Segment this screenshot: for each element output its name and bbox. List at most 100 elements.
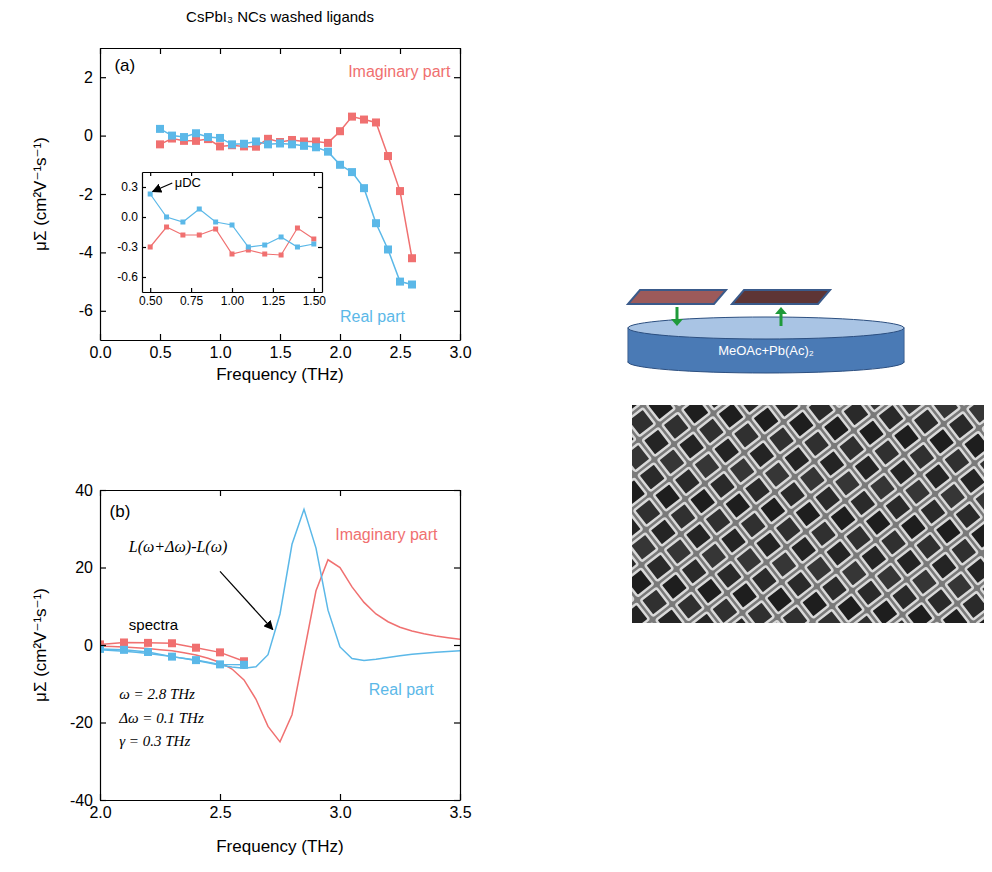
annotation: Δω = 0.1 THz <box>118 710 204 726</box>
tick: 0.0 <box>121 210 146 224</box>
marker <box>156 125 164 133</box>
tick: 0.5 <box>149 334 171 361</box>
dish-label: MeOAc+Pb(Ac)₂ <box>718 343 814 358</box>
marker <box>384 245 392 253</box>
tick: 1.25 <box>262 288 286 308</box>
tick-mark <box>100 490 106 491</box>
marker <box>120 646 128 654</box>
micrograph-background <box>632 405 984 623</box>
marker <box>288 140 296 148</box>
marker <box>192 137 200 145</box>
series-line <box>150 227 314 255</box>
tick <box>340 48 341 54</box>
tick: 2.5 <box>389 334 411 361</box>
tick-label: 0 <box>84 127 93 144</box>
tick-mark <box>400 48 401 54</box>
tick-mark <box>454 645 460 646</box>
tick-label: 0.0 <box>121 210 138 224</box>
tick-mark <box>100 722 106 723</box>
dip-arrow-head <box>775 307 787 314</box>
dip-arrow <box>780 313 783 326</box>
series-line <box>100 509 460 668</box>
tick-label: 3.0 <box>449 344 471 361</box>
tick-mark <box>100 800 106 801</box>
tick <box>160 48 161 54</box>
marker <box>228 141 236 149</box>
tick <box>454 252 460 253</box>
annotation: Imaginary part <box>335 526 438 543</box>
axis: 0.500.751.001.251.50 <box>139 288 326 308</box>
tick <box>318 217 322 218</box>
marker <box>396 187 404 195</box>
axis <box>143 172 323 176</box>
tick: -2 <box>79 186 106 203</box>
marker <box>262 252 267 257</box>
tick-mark <box>454 252 460 253</box>
tick-mark <box>340 794 341 800</box>
micrograph-grid <box>632 405 984 623</box>
axis <box>101 48 461 54</box>
nanocrystal <box>978 451 984 479</box>
panel-a-inset: 0.500.751.001.251.500.30.0-0.3-0.6μDC <box>117 172 326 308</box>
tick <box>273 172 274 176</box>
marker <box>348 113 356 121</box>
marker <box>216 142 224 150</box>
axis <box>318 173 323 293</box>
nanocrystal <box>963 432 984 460</box>
marker <box>324 139 332 147</box>
tick-mark <box>314 288 315 292</box>
tick: -40 <box>70 792 106 809</box>
tick-mark <box>454 77 460 78</box>
marker <box>144 648 152 656</box>
annotation: γ = 0.3 THz <box>119 733 190 749</box>
tick: 40 <box>75 482 106 499</box>
marker <box>197 233 202 238</box>
plot-background <box>100 490 460 800</box>
tick-mark <box>100 311 106 312</box>
plot-background <box>142 172 322 292</box>
figure: 0.00.51.01.52.02.53.0-6-4-202Frequency (… <box>0 0 992 872</box>
nanocrystal <box>974 486 984 514</box>
nanocrystal <box>965 557 984 585</box>
tick-mark <box>318 187 322 188</box>
y-axis-title: μΣ (cm²V⁻¹s⁻¹) <box>31 137 50 251</box>
tick-mark <box>100 567 106 568</box>
tick-mark <box>220 794 221 800</box>
tick <box>454 77 460 78</box>
marker <box>230 252 235 257</box>
tick-mark <box>454 311 460 312</box>
micrograph <box>303 9 992 872</box>
marker <box>408 281 416 289</box>
tick: 0 <box>84 127 106 144</box>
tick-label: 2.5 <box>389 344 411 361</box>
marker <box>311 237 316 242</box>
tick-mark <box>454 194 460 195</box>
axis <box>454 49 461 341</box>
tick-mark <box>100 252 106 253</box>
tick: -6 <box>79 302 106 319</box>
tick-mark <box>454 722 460 723</box>
x-axis-title: Frequency (THz) <box>216 365 344 384</box>
tick-mark <box>318 277 322 278</box>
tick: 0 <box>84 637 106 654</box>
tick-mark <box>454 567 460 568</box>
tick: -0.6 <box>117 270 146 284</box>
tick-mark <box>142 187 146 188</box>
nanocrystal <box>967 405 984 425</box>
marker <box>148 192 153 197</box>
tick-mark <box>232 172 233 176</box>
tick: 1.0 <box>209 334 231 361</box>
marker <box>192 644 200 652</box>
tick-mark <box>340 490 341 496</box>
marker <box>372 118 380 126</box>
tick-mark <box>220 334 221 340</box>
data-layer <box>100 509 460 742</box>
annotation: (b) <box>110 502 131 521</box>
marker <box>360 116 368 124</box>
marker <box>262 243 267 248</box>
tick-mark <box>160 334 161 340</box>
axis-line <box>460 491 461 801</box>
tick-mark <box>191 288 192 292</box>
tick-mark <box>454 490 460 491</box>
annotation: L(ω+Δω)-L(ω) <box>128 538 228 556</box>
